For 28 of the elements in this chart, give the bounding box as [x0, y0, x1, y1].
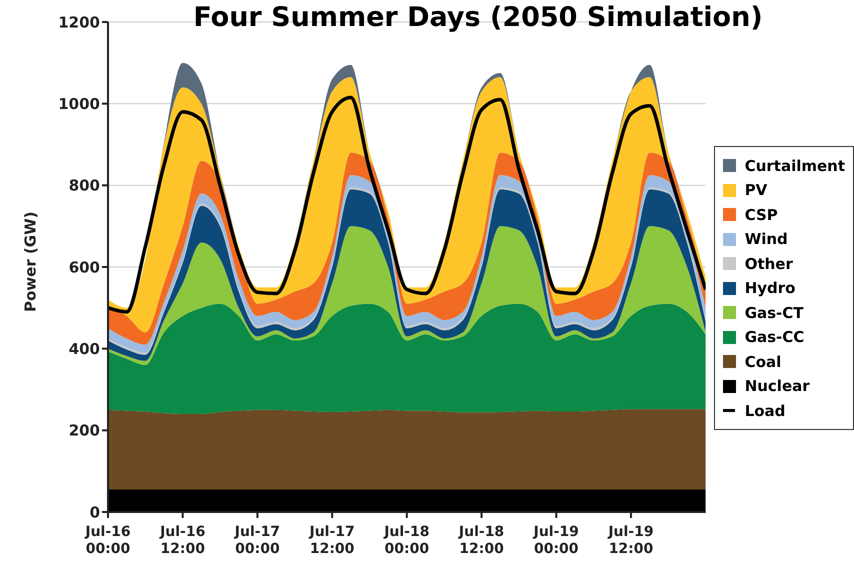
legend-label: Wind	[744, 230, 788, 248]
legend-label: Nuclear	[744, 377, 810, 395]
y-tick-label: 0	[90, 503, 100, 522]
y-tick-label: 1000	[58, 94, 100, 113]
x-tick-label: Jul-18 12:00	[458, 524, 504, 557]
legend-label: Load	[744, 402, 786, 420]
y-tick-label: 800	[68, 176, 100, 195]
x-tick-label: Jul-19 00:00	[532, 524, 579, 557]
legend-label: Gas-CC	[744, 328, 804, 346]
legend-label: Curtailment	[744, 156, 845, 174]
legend-label: Gas-CT	[744, 304, 804, 322]
chart-title: Four Summer Days (2050 Simulation)	[193, 2, 763, 33]
legend-label: PV	[744, 181, 768, 199]
x-tick-label: Jul-18 00:00	[383, 524, 430, 557]
x-tick-label: Jul-16 00:00	[84, 524, 131, 557]
x-tick-label: Jul-16 12:00	[159, 524, 206, 557]
y-tick-label: 400	[68, 340, 100, 358]
legend-label: Hydro	[744, 279, 796, 297]
x-tick-label: Jul-17 12:00	[308, 524, 355, 557]
y-tick-label: 200	[68, 422, 100, 440]
legend-label: Other	[744, 254, 793, 272]
x-tick-label: Jul-19 12:00	[607, 524, 654, 557]
legend-label: CSP	[744, 206, 778, 224]
y-axis-title: Power (GW)	[21, 211, 40, 312]
legend-label: Coal	[744, 352, 782, 370]
y-tick-label: 600	[68, 258, 100, 276]
y-tick-label: 1200	[58, 13, 100, 32]
x-tick-label: Jul-17 00:00	[234, 524, 280, 557]
